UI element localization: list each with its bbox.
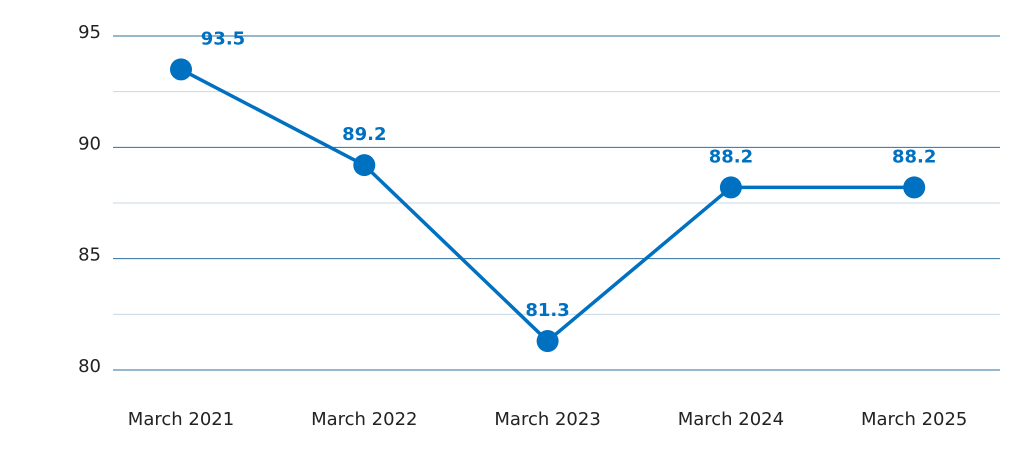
x-tick-label: March 2022 (311, 409, 417, 430)
point (170, 58, 192, 81)
point (719, 176, 742, 199)
data-label: 93.5 (201, 28, 245, 49)
point (353, 154, 376, 177)
y-tick-label: 90 (78, 133, 101, 154)
point (536, 330, 559, 353)
data-label: 88.2 (892, 146, 936, 167)
x-tick-label: March 2025 (861, 409, 967, 430)
point (903, 176, 926, 199)
data-label: 81.3 (525, 300, 569, 321)
x-tick-label: March 2021 (128, 409, 234, 430)
data-label: 88.2 (709, 146, 753, 167)
data-label: 89.2 (342, 124, 386, 145)
y-tick-label: 95 (78, 22, 101, 43)
y-tick-label: 80 (78, 356, 101, 377)
x-tick-label: March 2024 (678, 409, 784, 430)
y-tick-label: 85 (78, 245, 101, 266)
x-tick-label: March 2023 (494, 409, 600, 430)
